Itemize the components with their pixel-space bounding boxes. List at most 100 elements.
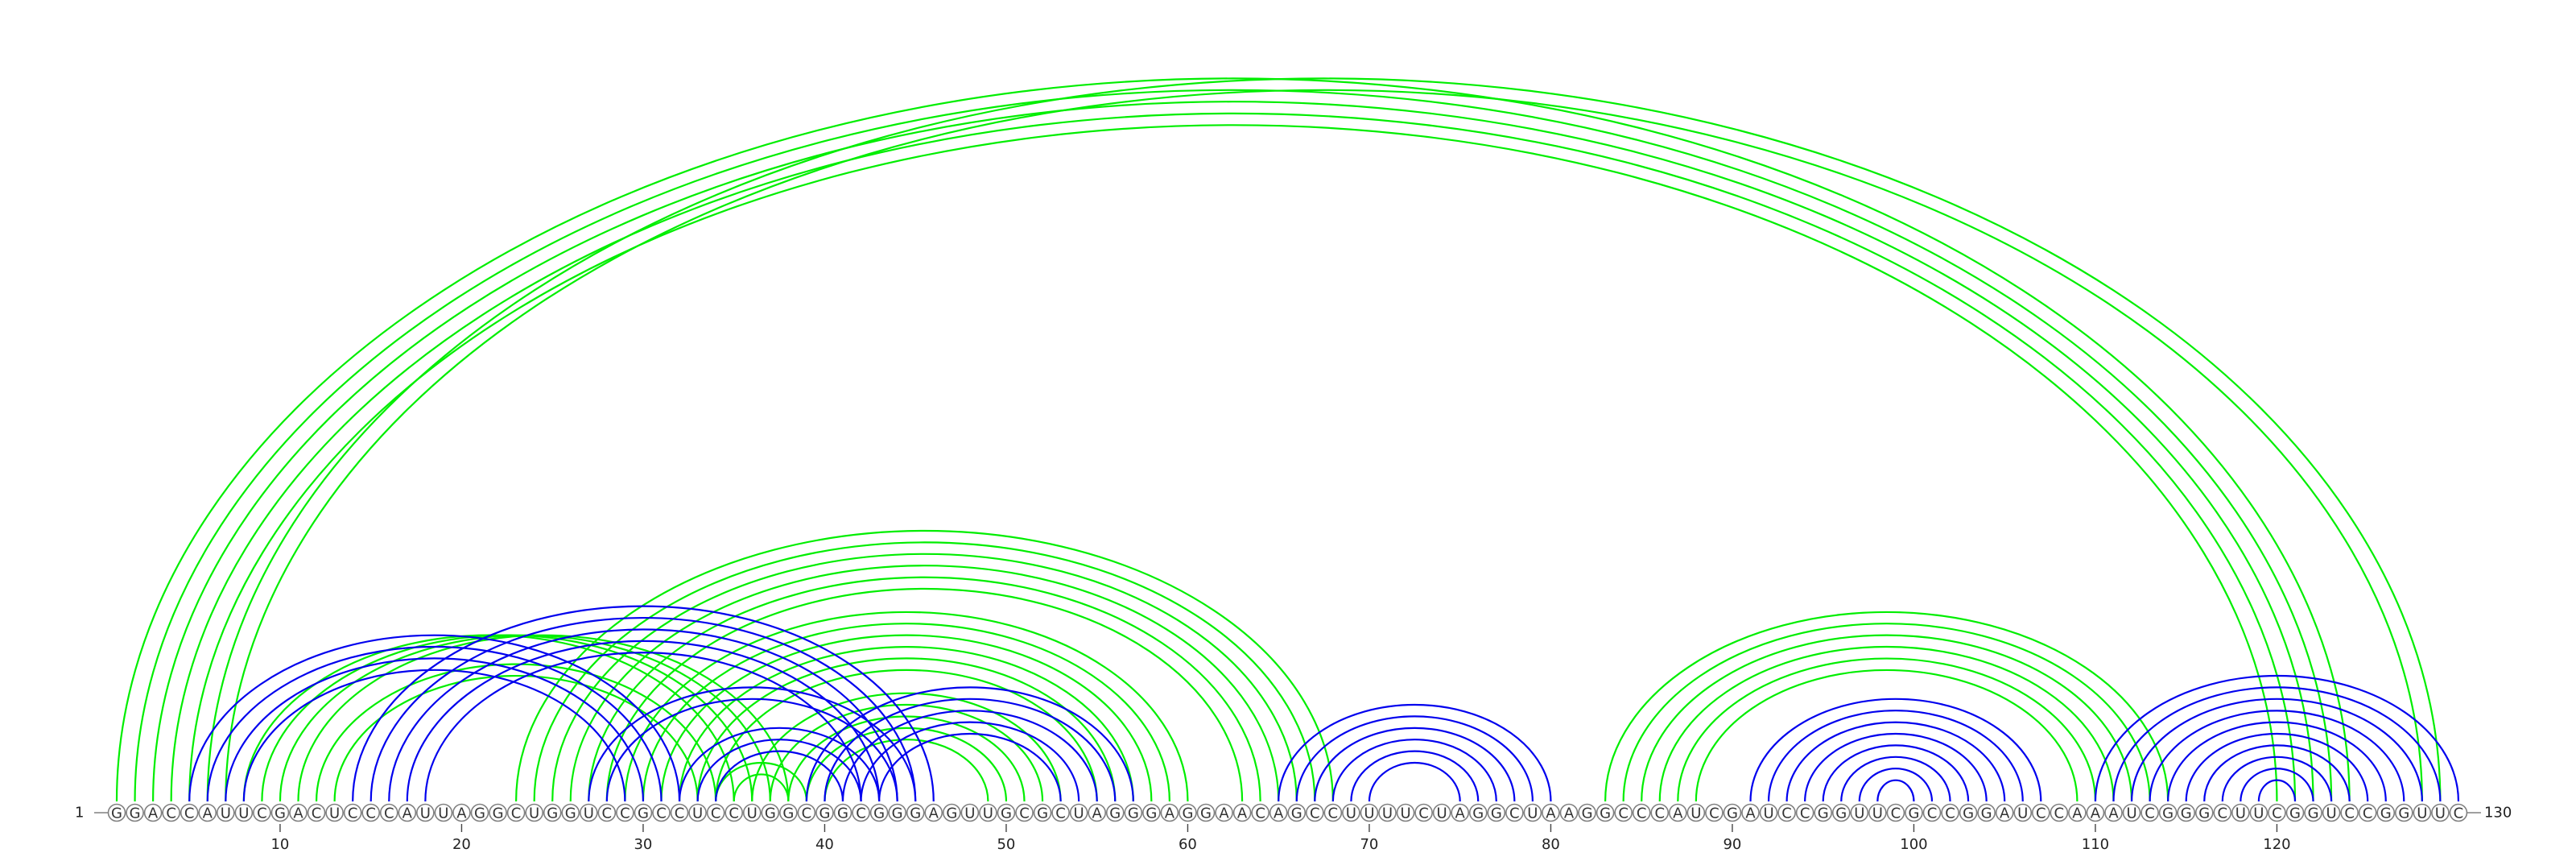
blue-arc	[841, 710, 1098, 802]
nucleotide-letter: A	[1219, 805, 1229, 822]
nucleotide-circle	[1487, 803, 1506, 822]
green-arc	[225, 90, 2422, 801]
nucleotide-circle	[2050, 803, 2069, 822]
blue-arc	[225, 657, 645, 802]
nucleotide-circle	[1468, 803, 1488, 822]
nucleotide-circle	[1342, 803, 1360, 822]
blue-arc	[1749, 698, 2042, 802]
nucleotide-circle	[761, 803, 780, 822]
nucleotide-circle	[616, 803, 634, 822]
nucleotide-circle	[1306, 803, 1324, 822]
nucleotide-circle	[253, 803, 271, 822]
nucleotide-circle	[2194, 803, 2214, 822]
nucleotide-letter: G	[819, 805, 830, 822]
nucleotide-circle	[1215, 803, 1233, 822]
nucleotide-letter: U	[1437, 805, 1447, 822]
nucleotide-letter: C	[711, 805, 721, 822]
nucleotide-circle	[1795, 803, 1814, 822]
nucleotide-circle	[489, 803, 507, 822]
nucleotide-circle	[452, 803, 471, 822]
green-arc	[297, 634, 790, 802]
nucleotide-letter: U	[1854, 805, 1864, 822]
axis-tick-label: 50	[997, 836, 1015, 853]
nucleotide-circle	[2249, 803, 2268, 822]
nucleotide-letter: A	[203, 805, 213, 822]
nucleotide-letter: G	[1291, 805, 1302, 822]
nucleotide-circle	[543, 803, 562, 822]
axis-tick-label: 60	[1179, 836, 1197, 853]
nucleotide-circle	[1705, 803, 1724, 822]
nucleotide-circle	[1814, 803, 1832, 822]
nucleotide-circle	[2122, 803, 2141, 822]
nucleotide-circle	[2268, 803, 2286, 822]
nucleotide-letter: C	[2272, 805, 2282, 822]
green-arc	[733, 773, 790, 802]
nucleotide-letter: C	[729, 805, 739, 822]
nucleotide-letter: U	[1690, 805, 1701, 822]
nucleotide-letter: G	[111, 805, 122, 822]
nucleotide-circle	[2068, 803, 2087, 822]
nucleotide-circle	[2104, 803, 2123, 822]
nucleotide-circle	[652, 803, 671, 822]
blue-arc	[1368, 761, 1461, 802]
nucleotide-circle	[1578, 803, 1596, 822]
nucleotide-letter: C	[511, 805, 522, 822]
nucleotide-letter: A	[1564, 805, 1575, 822]
nucleotide-circle	[289, 803, 308, 822]
nucleotide-circle	[525, 803, 543, 822]
nucleotide-letter: C	[1618, 805, 1629, 822]
nucleotide-circle	[2413, 803, 2432, 822]
blue-arc	[715, 750, 844, 802]
nucleotide-circle	[343, 803, 362, 822]
nucleotide-letter: G	[1472, 805, 1484, 822]
nucleotide-circle	[1360, 803, 1379, 822]
nucleotide-letter: G	[1908, 805, 1919, 822]
blue-arc	[2257, 779, 2297, 802]
nucleotide-letter: U	[238, 805, 249, 822]
blue-arc	[678, 727, 881, 802]
nucleotide-circle	[1432, 803, 1451, 822]
nucleotide-circle	[561, 803, 580, 822]
nucleotide-letter: A	[293, 805, 303, 822]
green-arc	[1604, 611, 2169, 802]
nucleotide-letter: C	[1055, 805, 1066, 822]
nucleotide-circle	[1323, 803, 1343, 822]
nucleotide-circle	[1686, 803, 1706, 822]
nucleotide-letter: C	[365, 805, 376, 822]
nucleotide-letter: U	[2253, 805, 2264, 822]
nucleotide-circle	[869, 803, 889, 822]
nucleotide-letter: C	[2363, 805, 2373, 822]
nucleotide-letter: G	[547, 805, 558, 822]
nucleotide-circle	[1632, 803, 1651, 822]
nucleotide-circle	[2395, 803, 2413, 822]
nucleotide-letter: C	[2218, 805, 2228, 822]
nucleotide-circle	[1523, 803, 1542, 822]
nucleotide-letter: C	[184, 805, 195, 822]
nucleotide-letter: G	[2289, 805, 2301, 822]
nucleotide-letter: C	[1418, 805, 1429, 822]
green-arc	[787, 715, 1026, 802]
nucleotide-letter: G	[1727, 805, 1738, 822]
nucleotide-letter: U	[584, 805, 594, 822]
nucleotide-circle	[1396, 803, 1415, 822]
nucleotide-letter: G	[2198, 805, 2210, 822]
nucleotide-circle	[852, 803, 870, 822]
nucleotide-letter: U	[1872, 805, 1883, 822]
blue-arc	[1314, 727, 1516, 802]
blue-arc	[2167, 721, 2387, 802]
blue-arc	[1278, 703, 1552, 802]
nucleotide-letter: C	[1637, 805, 1647, 822]
nucleotide-circle	[960, 803, 980, 822]
nucleotide-circle	[1269, 803, 1288, 822]
nucleotide-letter: U	[420, 805, 431, 822]
nucleotide-letter: U	[438, 805, 448, 822]
nucleotide-letter: C	[656, 805, 667, 822]
nucleotide-letter: C	[1800, 805, 1810, 822]
blue-arc	[352, 605, 935, 802]
axis-tick-label: 110	[2082, 836, 2109, 853]
nucleotide-letter: U	[2017, 805, 2028, 822]
nucleotide-letter: C	[1654, 805, 1665, 822]
nucleotide-circle	[1669, 803, 1687, 822]
nucleotide-circle	[2231, 803, 2250, 822]
